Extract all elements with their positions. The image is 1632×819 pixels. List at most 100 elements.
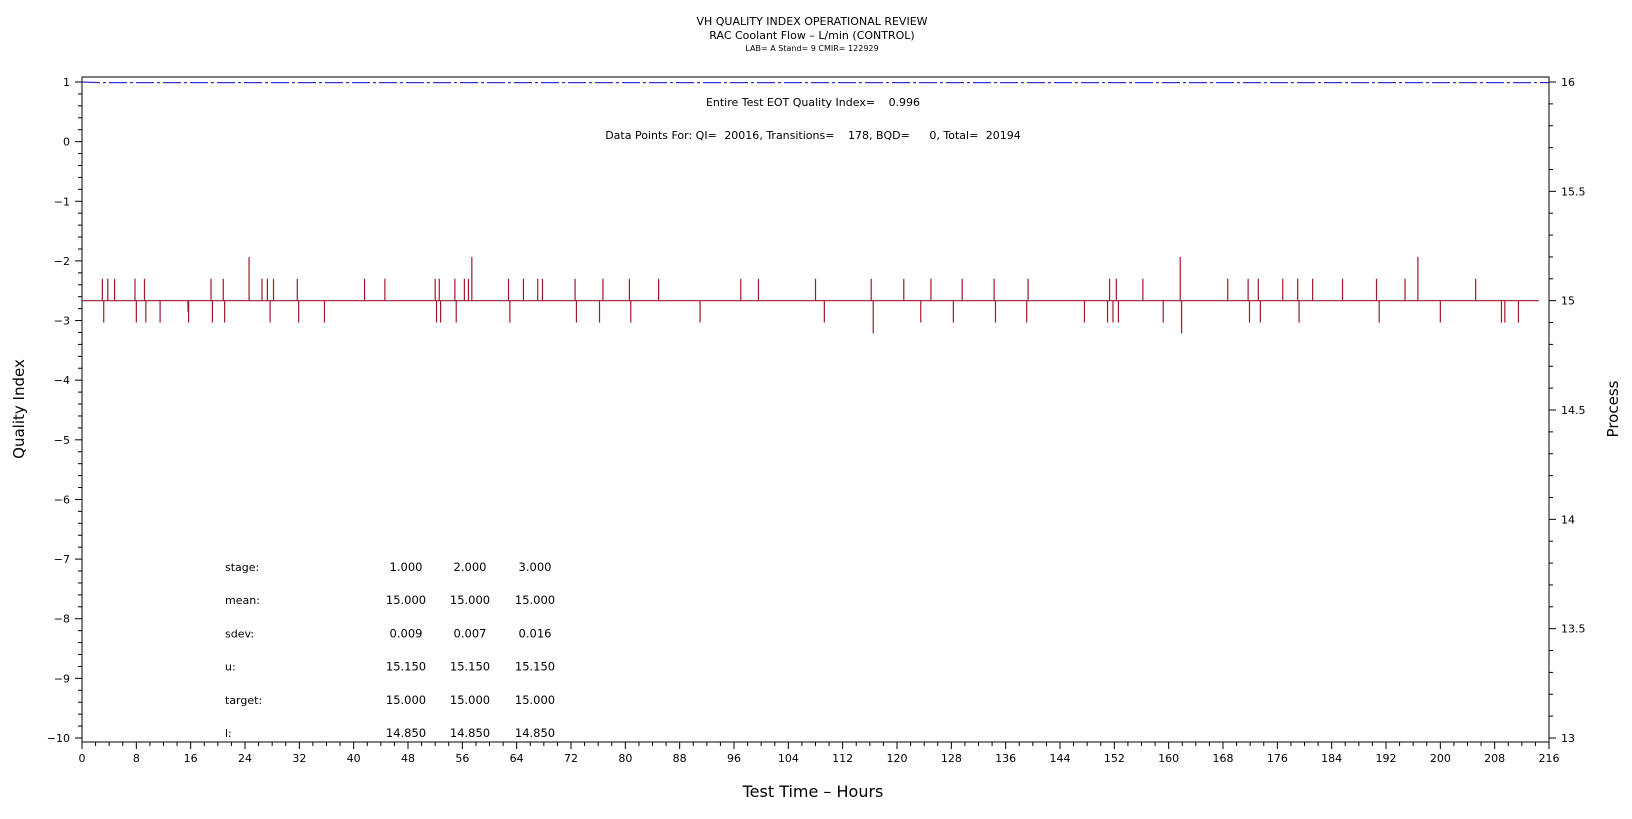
x-tick-label: 88: [673, 752, 687, 765]
x-tick-label: 32: [292, 752, 306, 765]
x-tick-label: 136: [995, 752, 1016, 765]
x-tick-label: 64: [510, 752, 524, 765]
y-tick-label: −10: [47, 732, 70, 745]
x-tick-label: 56: [455, 752, 469, 765]
data-points-annotation: Data Points For: QI= 20016, Transitions=…: [605, 129, 1021, 142]
x-tick-label: 40: [347, 752, 361, 765]
bqd-label: BQD=: [876, 129, 910, 142]
stage-table-value: 0.007: [454, 626, 487, 640]
y-tick-label: 1: [63, 76, 70, 89]
chart-subtitle: RAC Coolant Flow – L/min (CONTROL): [709, 29, 914, 42]
y-axis-title: Quality Index: [10, 359, 28, 459]
stage-table: stage: 1.000 2.000 3.000 mean: 15.000 15.000 15…: [225, 560, 555, 740]
x-tick-label: 128: [941, 752, 962, 765]
y2-tick-label: 14.5: [1561, 404, 1586, 417]
y-tick-label: −7: [54, 553, 70, 566]
x-tick-label: 112: [832, 752, 853, 765]
transitions-label: Transitions=: [765, 129, 834, 142]
stage-table-label: target:: [225, 694, 262, 707]
x-tick-label: 168: [1213, 752, 1234, 765]
x-tick-label: 184: [1321, 752, 1342, 765]
qi-label: Entire Test EOT Quality Index=: [706, 96, 875, 109]
plot-area: [81, 76, 1550, 743]
chart-title: VH QUALITY INDEX OPERATIONAL REVIEW: [696, 15, 927, 28]
y-tick-label: −5: [54, 434, 70, 447]
x-tick-label: 8: [133, 752, 140, 765]
stage-table-label: sdev:: [225, 627, 254, 640]
x-tick-label: 152: [1104, 752, 1125, 765]
x-tick-label: 216: [1539, 752, 1560, 765]
transitions-value: 178: [848, 129, 869, 142]
total-value: 20194: [986, 129, 1021, 142]
x-tick-label: 160: [1158, 752, 1179, 765]
x-tick-label: 80: [618, 752, 632, 765]
y-tick-label: −4: [54, 374, 70, 387]
y2-tick-label: 14: [1561, 513, 1575, 526]
x-tick-label: 120: [887, 752, 908, 765]
x-tick-label: 16: [184, 752, 198, 765]
y2-tick-label: 15: [1561, 295, 1575, 308]
x-tick-label: 0: [79, 752, 86, 765]
y-tick-label: −9: [54, 672, 70, 685]
y-axis-right: 16 15.5 15 14.5 14 13.5 13: [1549, 76, 1586, 745]
stage-table-value: 15.150: [450, 660, 490, 674]
stage-table-value: 15.150: [386, 660, 426, 674]
stage-table-value: 1.000: [390, 560, 423, 574]
qi-value: 0.996: [889, 96, 921, 109]
stage-table-value: 14.850: [386, 726, 426, 740]
qi-annotation: Entire Test EOT Quality Index= 0.996: [706, 96, 920, 109]
stage-table-value: 15.150: [515, 660, 555, 674]
y2-tick-label: 13: [1561, 732, 1575, 745]
y-axis-left: 1 0 −1 −2 −3 −4 −5 −6 −7 −8 −9 −10: [47, 76, 82, 745]
x-tick-label: 144: [1050, 752, 1071, 765]
points-sep-2: ,: [869, 129, 876, 142]
bqd-value: 0: [929, 129, 936, 142]
stage-table-value: 14.850: [450, 726, 490, 740]
stage-table-label: l:: [225, 727, 232, 740]
chart-subtitle-2: LAB= A Stand= 9 CMIR= 122929: [745, 44, 878, 53]
y-tick-label: −6: [54, 493, 70, 506]
x-tick-label: 192: [1376, 752, 1397, 765]
y2-tick-label: 13.5: [1561, 623, 1586, 636]
stage-table-value: 2.000: [454, 560, 487, 574]
x-axis: 0 8 16 24 32 40 48 56 64 72 80 88 96 104 112 120 128 136 1…: [79, 742, 1560, 765]
stage-table-value: 15.000: [450, 693, 490, 707]
stage-table-value: 15.000: [515, 593, 555, 607]
points-sep-3: ,: [936, 129, 943, 142]
stage-table-value: 15.000: [386, 693, 426, 707]
stage-table-label: mean:: [225, 594, 260, 607]
x-tick-label: 200: [1430, 752, 1451, 765]
points-label: Data Points For: QI=: [605, 129, 717, 142]
y-tick-label: −2: [54, 255, 70, 268]
stage-table-value: 15.000: [450, 593, 490, 607]
stage-table-label: u:: [225, 661, 236, 674]
quality-index-line: [81, 81, 1549, 84]
stage-table-value: 0.009: [390, 626, 423, 640]
series-layer: [81, 81, 1549, 334]
x-tick-label: 104: [778, 752, 799, 765]
x-tick-label: 72: [564, 752, 578, 765]
stage-table-value: 15.000: [386, 593, 426, 607]
y-tick-label: −8: [54, 613, 70, 626]
stage-table-value: 3.000: [519, 560, 552, 574]
x-tick-label: 48: [401, 752, 415, 765]
y2-axis-title: Process: [1604, 380, 1622, 437]
stage-table-value: 0.016: [519, 626, 552, 640]
total-label: Total=: [942, 129, 978, 142]
y2-tick-label: 15.5: [1561, 185, 1586, 198]
stage-table-value: 14.850: [515, 726, 555, 740]
y2-tick-label: 16: [1561, 76, 1575, 89]
y-tick-label: −1: [54, 195, 70, 208]
y-tick-label: 0: [63, 136, 70, 149]
points-sep-1: ,: [759, 129, 766, 142]
stage-table-label: stage:: [225, 561, 259, 574]
x-tick-label: 96: [727, 752, 741, 765]
x-tick-label: 176: [1267, 752, 1288, 765]
points-qi: 20016: [724, 129, 759, 142]
x-axis-title: Test Time – Hours: [742, 782, 884, 801]
stage-table-value: 15.000: [515, 693, 555, 707]
x-tick-label: 24: [238, 752, 252, 765]
y-tick-label: −3: [54, 315, 70, 328]
x-tick-label: 208: [1484, 752, 1505, 765]
